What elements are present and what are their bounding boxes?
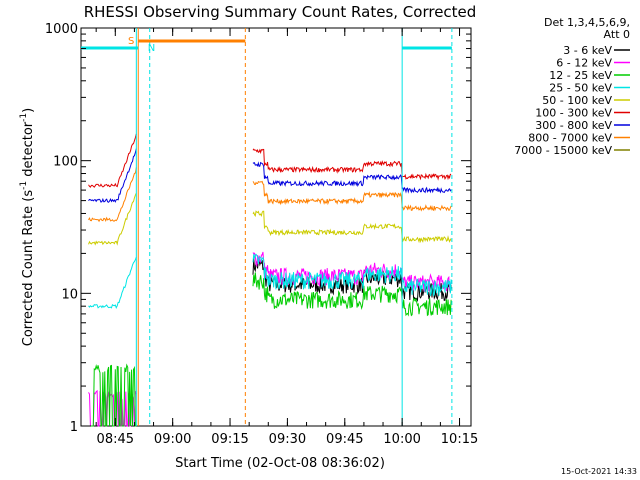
x-tick-label: 10:15 (441, 432, 478, 447)
legend-entry-label: 12 - 25 keV (549, 69, 612, 82)
y-axis-label: Corrected Count Rate (s-1 detector-1) (19, 108, 36, 346)
series-line-pre (88, 363, 137, 427)
legend-entry-label: 800 - 7000 keV (528, 132, 612, 145)
series-line-pre (88, 256, 137, 309)
legend-entry-label: 7000 - 15000 keV (514, 144, 612, 157)
footer-date: 15-Oct-2021 14:33 (561, 467, 637, 476)
series-line-post (252, 180, 452, 212)
x-tick-label: 09:30 (269, 432, 306, 447)
series-line-post (252, 253, 452, 297)
x-tick-label: 10:00 (383, 432, 420, 447)
legend-entry-label: 25 - 50 keV (549, 82, 612, 95)
data-layer: SN (81, 28, 453, 427)
plot-frame (80, 27, 472, 427)
series-line-pre (88, 192, 137, 246)
series-line-post (252, 272, 452, 317)
x-tick-label: 09:45 (326, 432, 363, 447)
marker-label: N (148, 43, 155, 54)
legend-header-line1: Det 1,3,4,5,6,9, (544, 16, 630, 29)
legend-entry-label: 50 - 100 keV (542, 94, 612, 107)
series-line-pre (88, 167, 137, 223)
legend-entry-label: 3 - 6 keV (563, 44, 612, 57)
x-tick-label: 08:45 (97, 432, 134, 447)
y-tick-label: 1 (70, 420, 78, 435)
x-tick-label: 09:15 (211, 432, 248, 447)
y-tick-label: 1000 (45, 22, 78, 37)
series-line-post (252, 258, 452, 303)
legend-entry-label: 300 - 800 keV (535, 119, 612, 132)
series-line-pre (88, 133, 137, 188)
y-tick-label: 100 (53, 155, 78, 170)
legend-entry-label: 100 - 300 keV (535, 107, 612, 120)
series-line-post (252, 210, 452, 244)
series-line-pre (88, 148, 137, 203)
x-axis-label: Start Time (02-Oct-08 08:36:02) (175, 456, 385, 471)
marker-label: S (128, 36, 134, 47)
series-line-post (252, 161, 452, 194)
legend-entry-label: 6 - 12 keV (556, 57, 612, 70)
series-line-post (252, 148, 452, 181)
x-tick-label: 09:00 (154, 432, 191, 447)
y-tick-label: 10 (61, 287, 78, 302)
axis-layer: 08:45 09:00 09:15 09:30 09:45 10:00 10:15 1 10 10… (45, 22, 478, 447)
legend-header-line2: Att 0 (604, 28, 630, 41)
chart-title: RHESSI Observing Summary Count Rates, Co… (84, 3, 477, 21)
